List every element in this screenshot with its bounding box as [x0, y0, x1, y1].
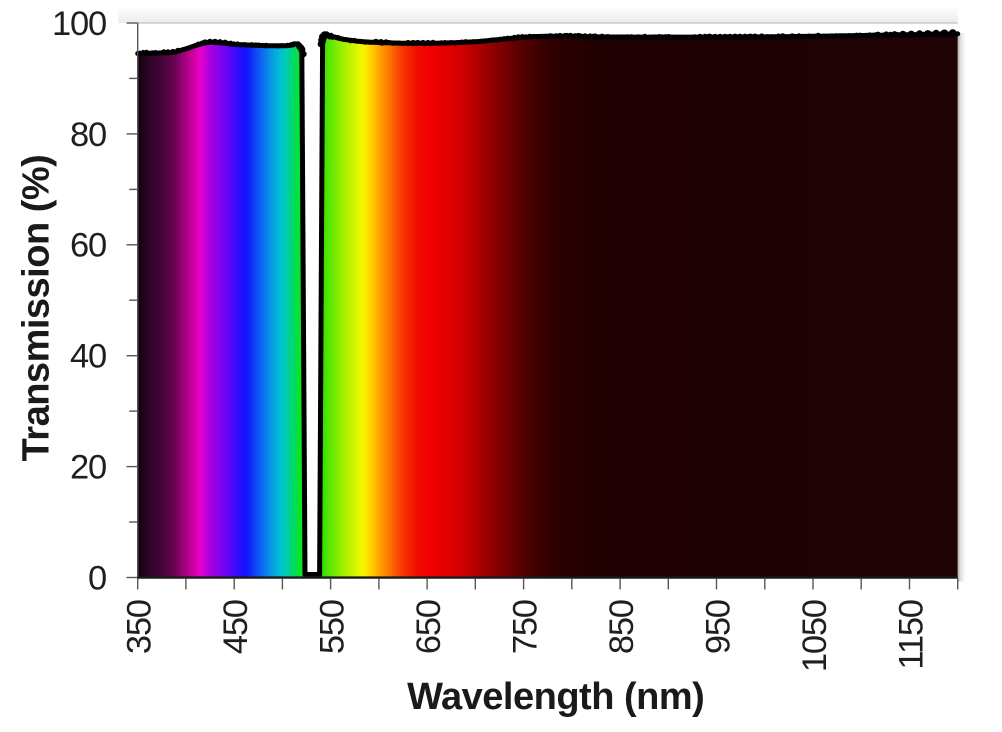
svg-text:650: 650	[410, 600, 448, 654]
svg-text:20: 20	[70, 449, 106, 487]
svg-text:950: 950	[700, 600, 738, 654]
svg-text:1050: 1050	[796, 600, 834, 672]
svg-text:750: 750	[507, 600, 545, 654]
svg-text:40: 40	[70, 338, 106, 376]
svg-text:850: 850	[603, 600, 641, 654]
svg-text:350: 350	[121, 600, 159, 654]
svg-text:80: 80	[70, 116, 106, 154]
svg-text:0: 0	[88, 559, 106, 597]
svg-text:Wavelength (nm): Wavelength (nm)	[407, 676, 704, 718]
svg-text:Transmission (%): Transmission (%)	[15, 155, 57, 462]
svg-text:60: 60	[70, 227, 106, 265]
svg-text:450: 450	[217, 600, 255, 654]
svg-text:100: 100	[52, 5, 106, 43]
svg-text:1150: 1150	[893, 600, 931, 669]
svg-text:550: 550	[314, 600, 352, 654]
